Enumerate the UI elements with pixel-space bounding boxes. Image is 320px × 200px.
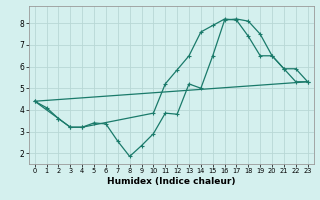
X-axis label: Humidex (Indice chaleur): Humidex (Indice chaleur) [107,177,236,186]
